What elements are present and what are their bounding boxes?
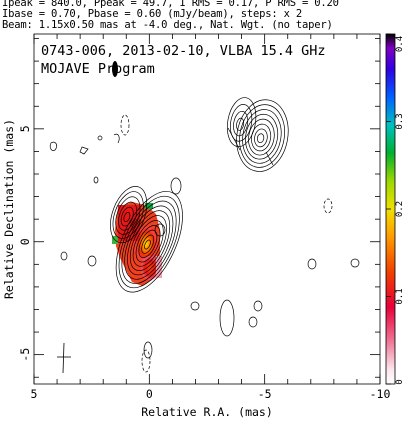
contour-ring <box>144 239 151 250</box>
bright-artifact <box>112 61 118 77</box>
contour-ring <box>110 186 148 244</box>
x-tick-label: -10 <box>370 387 391 401</box>
contour-ring <box>138 229 158 259</box>
contour-ring <box>120 206 134 227</box>
contour-ring <box>242 109 282 164</box>
y-tick-label: 5 <box>18 125 32 132</box>
axes: 5 0 -5 -10 -5 0 5 <box>18 34 390 401</box>
plot-program: MOJAVE Program <box>41 61 155 77</box>
plot-title: 0743-006, 2013-02-10, VLBA 15.4 GHz <box>41 43 325 59</box>
contour-ring <box>112 191 144 239</box>
contour-ring <box>230 104 253 142</box>
contour-ring <box>115 196 141 235</box>
header-line-2: Ibase = 0.70, Pbase = 0.60 (mJy/beam), s… <box>2 8 302 20</box>
contour-ring <box>118 201 138 231</box>
contour-ring <box>127 210 171 276</box>
colorbar-tick-label: 0.2 <box>395 201 405 217</box>
contour-ring <box>118 195 180 289</box>
header-line-1: Ipeak = 840.0, Ppeak = 49.7, I RMS = 0.1… <box>2 0 339 9</box>
y-tick-label: -5 <box>18 348 32 362</box>
x-tick-label: -5 <box>258 387 272 401</box>
contour-ring <box>239 104 285 168</box>
colorbar-ticks: 0 0.1 0.2 0.3 0.4 <box>386 33 405 385</box>
contour-ring <box>132 220 164 267</box>
contour-ring <box>257 133 265 144</box>
noise-contours <box>49 114 360 373</box>
contour-ring <box>121 200 177 284</box>
y-axis-label: Relative Declination (mas) <box>2 119 16 299</box>
colorbar-tick-label: 0.4 <box>395 36 405 52</box>
x-tick-label: 5 <box>31 387 38 401</box>
colorbar-tick-label: 0.3 <box>395 113 405 129</box>
contour-ring <box>236 117 245 131</box>
polarization-region-tail <box>141 256 159 280</box>
contour-ring <box>236 99 289 172</box>
beam-marker <box>57 342 71 374</box>
contour-ring <box>245 113 279 160</box>
header-line-3: Beam: 1.15x0.50 mas at -4.0 deg., Nat. W… <box>2 19 333 31</box>
contour-layer <box>110 97 289 293</box>
contour-ring <box>123 212 131 223</box>
colorbar-tick-label: 0.1 <box>395 288 405 304</box>
polarization-region-pink <box>156 256 162 278</box>
y-tick-label: 0 <box>18 238 32 245</box>
contour-ring <box>115 190 183 293</box>
x-axis-label: Relative R.A. (mas) <box>141 405 273 419</box>
contour-ring <box>129 215 167 271</box>
contour-ring <box>141 234 155 254</box>
plot-frame <box>33 33 381 385</box>
contour-ring <box>248 118 275 156</box>
contour-ring <box>254 128 268 148</box>
x-tick-label: 0 <box>146 387 153 401</box>
colorbar-tick-label: 0 <box>395 379 405 384</box>
contour-ring <box>226 97 257 147</box>
contour-ring <box>233 110 249 137</box>
polarization-region-green <box>145 203 153 209</box>
contour-ring <box>251 123 272 152</box>
